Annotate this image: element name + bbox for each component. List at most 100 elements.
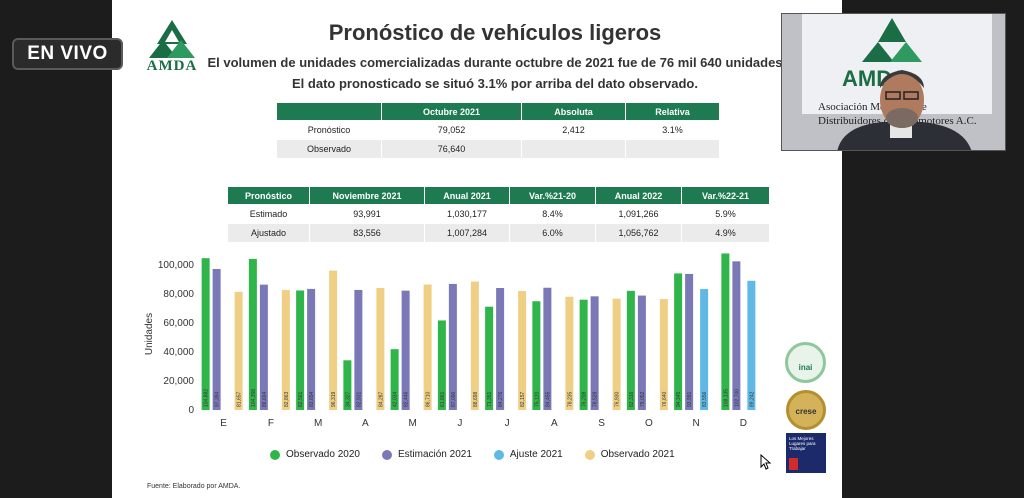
data-label: 78,528 — [593, 391, 599, 407]
y-tick-label: 20,000 — [163, 376, 194, 387]
data-label: 96,319 — [331, 391, 337, 407]
data-label: 82,863 — [284, 391, 290, 407]
slide-subtitle-1: El volumen de unidades comercializadas d… — [207, 55, 783, 70]
data-label: 61,861 — [440, 391, 446, 407]
table-row: Ajustado 83,556 1,007,284 6.0% 1,056,762… — [227, 223, 770, 243]
table-cell: 76,640 — [381, 139, 522, 159]
bar — [296, 290, 305, 410]
x-tick-label: J — [505, 418, 510, 429]
data-label: 82,316 — [629, 391, 635, 407]
slide-title: Pronóstico de vehículos ligeros — [328, 20, 662, 45]
table-cell — [625, 139, 720, 159]
y-tick-label: 0 — [188, 405, 194, 416]
bar — [732, 261, 741, 410]
legend-item: Estimación 2021 — [381, 449, 472, 460]
legend-item: Observado 2021 — [584, 449, 675, 460]
table-header: Anual 2022 — [595, 186, 682, 205]
table-row: Pronóstico 79,052 2,412 3.1% — [276, 120, 720, 140]
table-cell: 1,007,284 — [424, 223, 510, 243]
data-label: 34,327 — [345, 391, 351, 407]
x-tick-label: N — [693, 418, 700, 429]
crese-seal-icon: crese — [786, 390, 826, 430]
x-tick-label: M — [408, 418, 416, 429]
data-label: 104,882 — [204, 389, 210, 407]
badge-flag-icon — [789, 458, 798, 470]
table-cell: Ajustado — [227, 223, 310, 243]
bar — [212, 269, 221, 410]
bar — [281, 290, 290, 410]
table-header: Octubre 2021 — [381, 102, 522, 121]
bar — [721, 253, 730, 410]
table-cell: 4.9% — [681, 223, 770, 243]
data-label: 104,358 — [251, 389, 257, 407]
live-badge: EN VIVO — [12, 38, 123, 70]
table-cell: 5.9% — [681, 204, 770, 224]
slide-subtitle-2: El dato pronosticado se situó 3.1% por a… — [292, 76, 698, 91]
forecast-comparison-table: Octubre 2021 Absoluta Relativa Pronóstic… — [276, 102, 720, 159]
data-label: 71,351 — [487, 391, 493, 407]
data-label: 88,698 — [473, 391, 479, 407]
bar — [307, 288, 316, 410]
data-label: 82,446 — [404, 391, 410, 407]
table-cell: 2,412 — [521, 120, 626, 140]
bar — [401, 290, 410, 410]
bar — [329, 270, 338, 410]
data-label: 81,657 — [237, 391, 243, 407]
table-cell: 3.1% — [625, 120, 720, 140]
bar — [248, 258, 257, 410]
webcam-feed: AMDA Asociación Mexicana de Distribuidor… — [781, 13, 1006, 151]
legend-label: Observado 2021 — [600, 449, 675, 460]
bar — [448, 283, 457, 410]
bar — [470, 281, 479, 410]
table-header: Anual 2021 — [424, 186, 510, 205]
bar — [259, 284, 268, 410]
bar — [234, 291, 243, 410]
legend-label: Estimación 2021 — [397, 449, 472, 460]
table-row: Observado 76,640 — [276, 139, 720, 159]
x-tick-label: E — [220, 418, 227, 429]
legend-swatch-icon — [493, 449, 504, 460]
y-tick-label: 100,000 — [158, 260, 195, 271]
bar — [496, 288, 505, 410]
data-label: 82,157 — [520, 391, 526, 407]
legend-swatch-icon — [584, 449, 595, 460]
table-cell: 1,091,266 — [595, 204, 682, 224]
source-note: Fuente: Elaborado por AMDA. — [147, 483, 241, 490]
amda-logo-text: AMDA — [146, 58, 198, 74]
table-header: Absoluta — [521, 102, 626, 121]
table-header: Pronóstico — [227, 186, 310, 205]
data-label: 83,556 — [702, 391, 708, 407]
data-label: 76,640 — [662, 391, 668, 407]
data-label: 75,120 — [534, 391, 540, 407]
table-header — [276, 102, 382, 121]
table-cell: 6.0% — [509, 223, 596, 243]
x-tick-label: J — [457, 418, 462, 429]
bar — [437, 320, 446, 410]
table-cell: Estimado — [227, 204, 310, 224]
data-label: 93,991 — [687, 391, 693, 407]
data-label: 42,034 — [393, 391, 399, 407]
x-tick-label: A — [362, 418, 369, 429]
legend-label: Observado 2020 — [286, 449, 360, 460]
badge-label: Los Mejores Lugares para Trabajar — [789, 436, 816, 451]
table-cell: 83,556 — [309, 223, 425, 243]
table-cell — [521, 139, 626, 159]
bar — [685, 273, 694, 410]
data-label: 102,700 — [734, 389, 740, 407]
table-cell: 79,052 — [381, 120, 522, 140]
data-label: 84,455 — [545, 391, 551, 407]
legend-swatch-icon — [381, 449, 392, 460]
bar — [700, 289, 709, 410]
bar — [626, 290, 635, 410]
bar — [659, 299, 668, 410]
data-label: 97,394 — [215, 391, 221, 407]
bar — [376, 287, 385, 410]
data-label: 79,052 — [640, 391, 646, 407]
data-label: 89,242 — [749, 391, 755, 407]
y-tick-label: 60,000 — [163, 318, 194, 329]
presentation-slide — [112, 0, 842, 498]
data-label: 83,654 — [309, 391, 315, 407]
table-cell: Observado — [276, 139, 382, 159]
data-label: 82,931 — [356, 391, 362, 407]
x-tick-label: M — [314, 418, 322, 429]
